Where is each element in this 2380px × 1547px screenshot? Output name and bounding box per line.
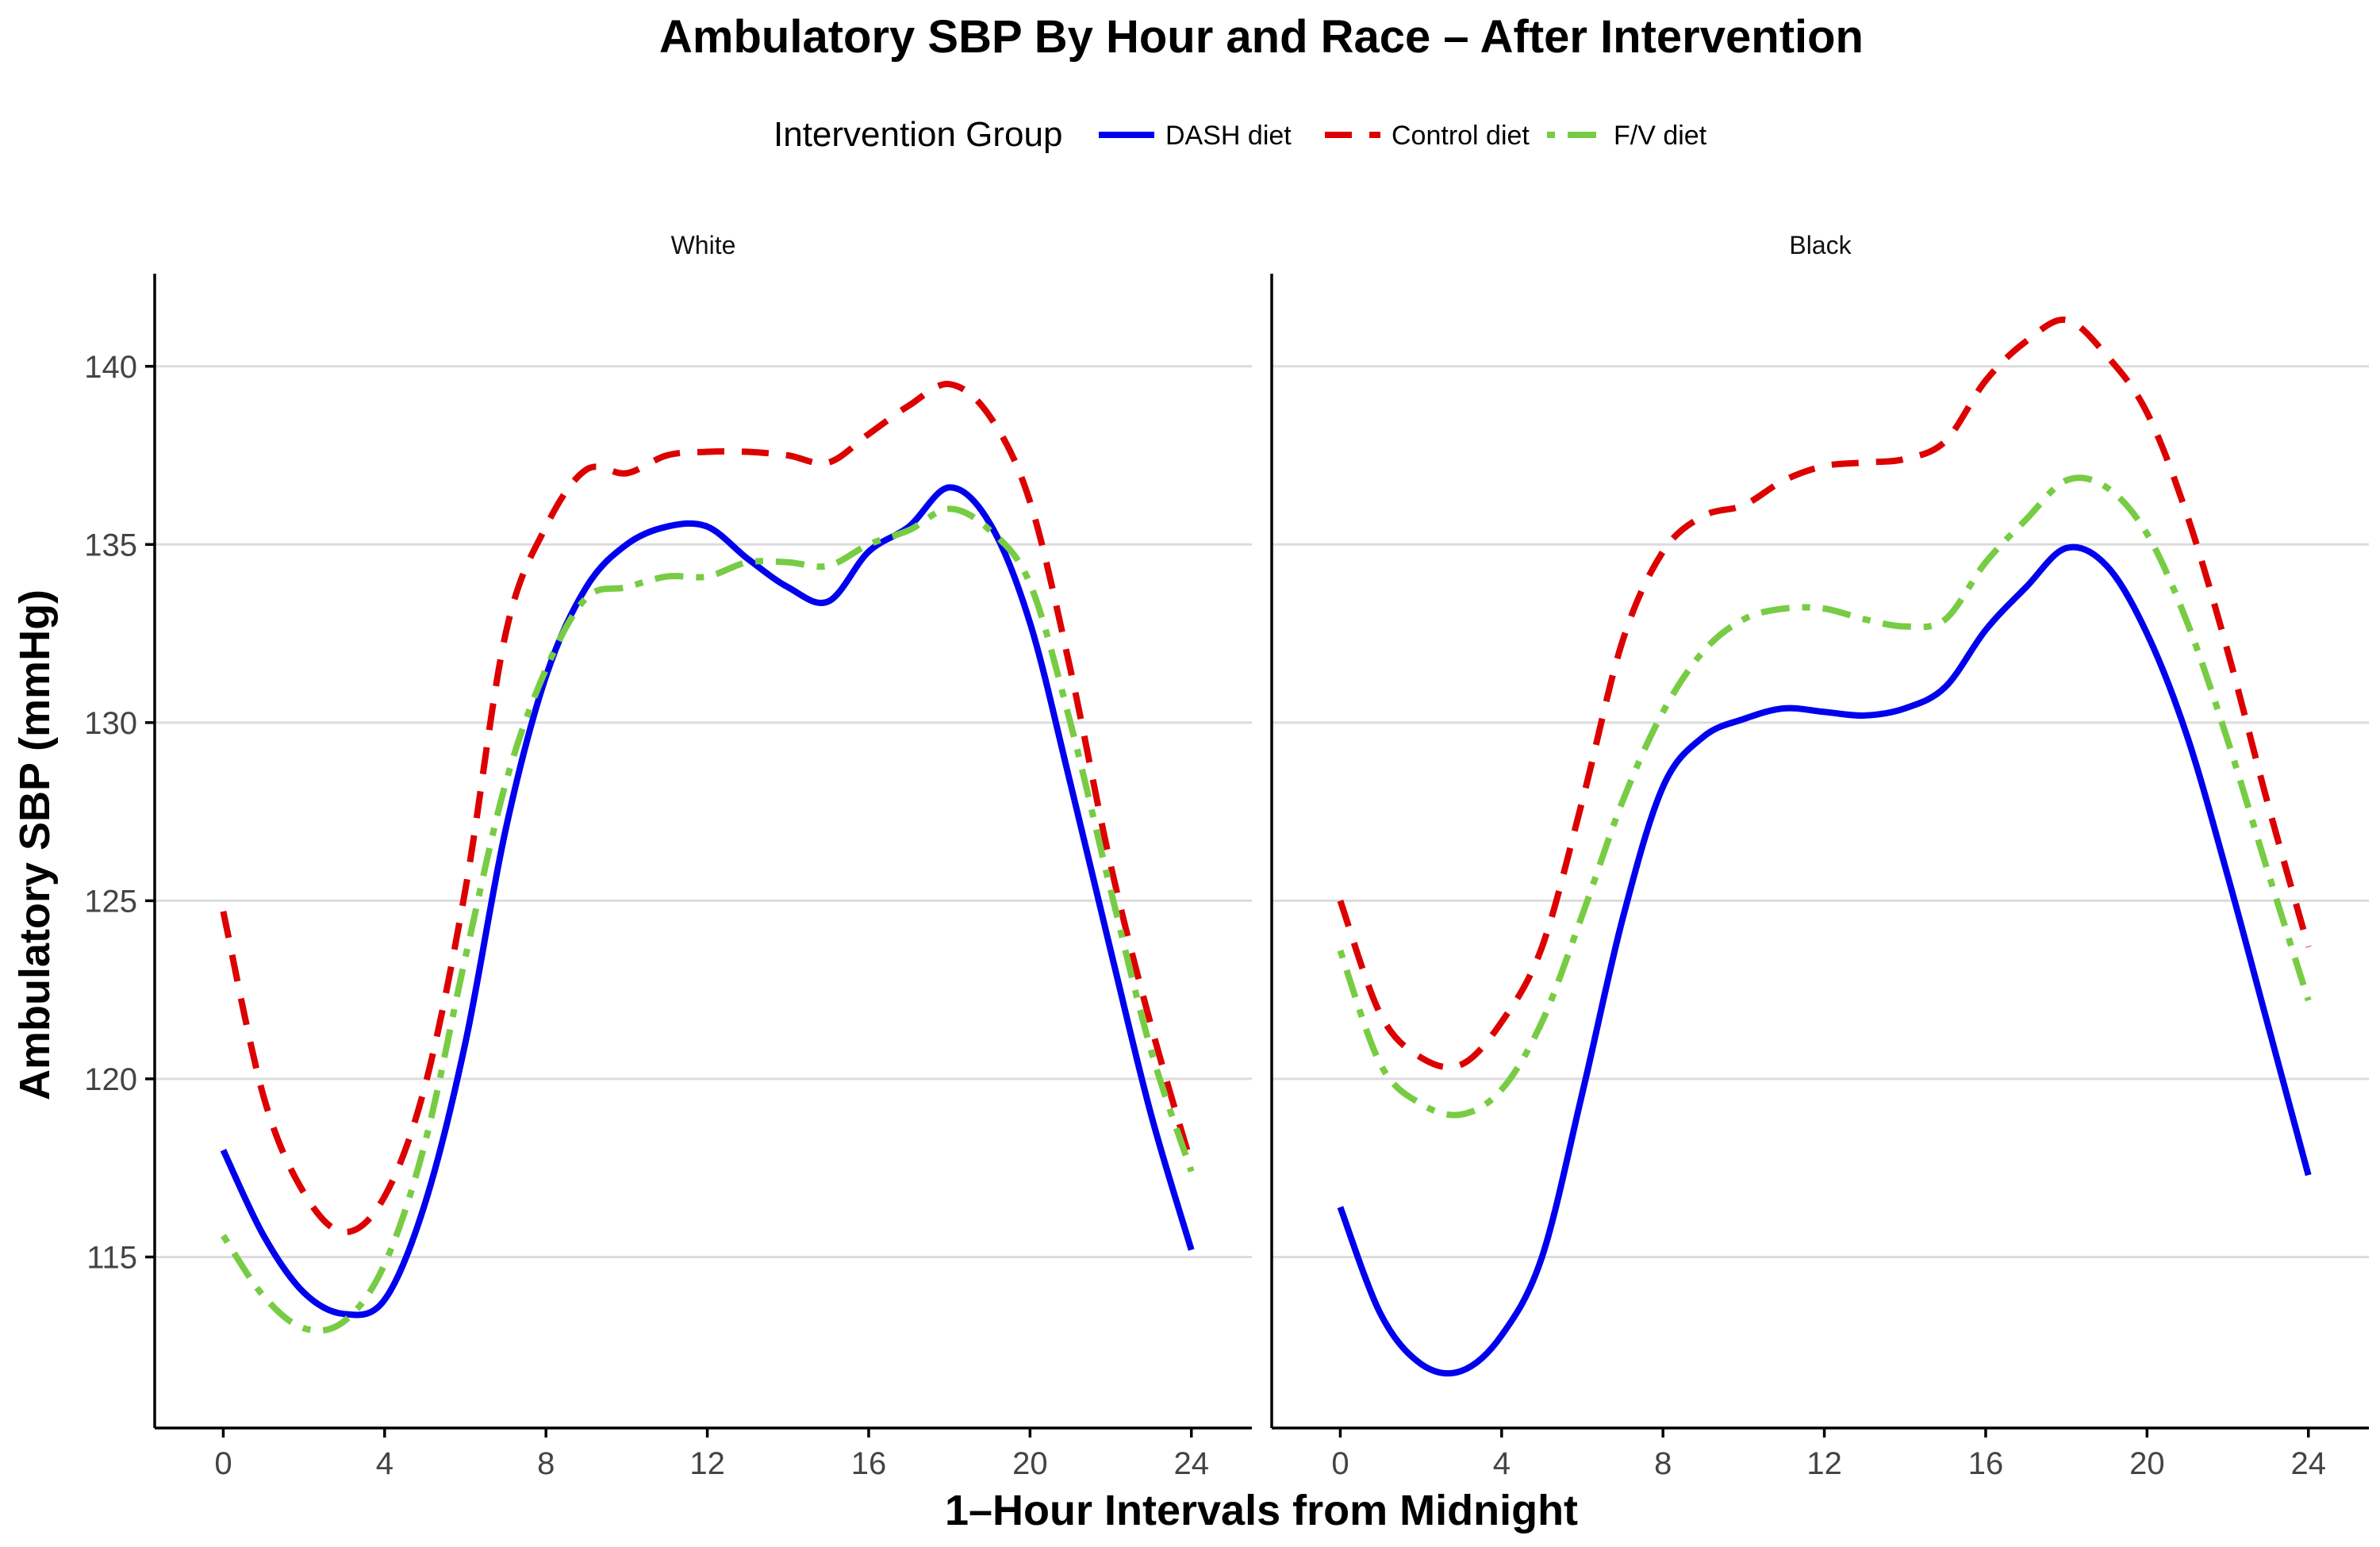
- y-tick-label-1: 120: [84, 1062, 137, 1097]
- x-tick-label-1-2: 8: [1654, 1446, 1672, 1481]
- panel-label-0: White: [671, 231, 736, 259]
- x-tick-label-1-6: 24: [2290, 1446, 2326, 1481]
- x-tick-label-0-6: 24: [1173, 1446, 1209, 1481]
- legend-entry-1: Control diet: [1325, 121, 1530, 151]
- series-line-white-2: [221, 505, 1195, 1334]
- x-tick-label-0-2: 8: [537, 1446, 555, 1481]
- y-tick-label-2: 125: [84, 884, 137, 919]
- legend-title: Intervention Group: [774, 115, 1062, 154]
- series-line-white-0: [220, 484, 1195, 1319]
- x-tick-label-0-4: 16: [851, 1446, 887, 1481]
- x-tick-label-1-1: 4: [1493, 1446, 1511, 1481]
- series-line-white-1: [220, 381, 1195, 1235]
- x-tick-label-1-5: 20: [2129, 1446, 2165, 1481]
- panel-white: White 0 4 8 12 16 20 24 115 120 125 130 135 140: [84, 231, 1252, 1481]
- legend-entries: DASH diet Control diet F/V diet: [1099, 121, 1707, 151]
- legend-label-2: F/V diet: [1614, 121, 1707, 151]
- panel-label-1: Black: [1789, 231, 1852, 259]
- legend-label-1: Control diet: [1392, 121, 1530, 151]
- series-line-black-0: [1337, 543, 2312, 1377]
- x-axis-title: 1–Hour Intervals from Midnight: [945, 1487, 1578, 1534]
- x-tick-label-1-0: 0: [1331, 1446, 1349, 1481]
- y-axis-title: Ambulatory SBP (mmHg): [11, 589, 59, 1100]
- chart-title: Ambulatory SBP By Hour and Race – After …: [659, 11, 1864, 63]
- x-tick-label-0-5: 20: [1012, 1446, 1048, 1481]
- x-tick-label-0-3: 12: [689, 1446, 725, 1481]
- y-tick-label-3: 130: [84, 706, 137, 741]
- legend-entry-0: DASH diet: [1099, 121, 1292, 151]
- x-tick-label-1-3: 12: [1806, 1446, 1842, 1481]
- x-tick-label-0-0: 0: [214, 1446, 232, 1481]
- y-tick-label-5: 140: [84, 350, 137, 385]
- x-tick-label-0-1: 4: [376, 1446, 393, 1481]
- legend: Intervention Group DASH diet Control diet…: [774, 115, 1707, 154]
- legend-label-0: DASH diet: [1165, 121, 1292, 151]
- y-tick-label-0: 115: [86, 1240, 137, 1275]
- panel-black: Black 0 4 8 12 16 20 24: [1270, 231, 2369, 1481]
- y-tick-label-4: 135: [84, 528, 137, 562]
- series-line-black-1: [1337, 317, 2312, 1071]
- legend-entry-2: F/V diet: [1547, 121, 1707, 151]
- series-line-black-2: [1337, 474, 2312, 1119]
- panels: White 0 4 8 12 16 20 24 115 120 125 130 135 140 Black 0…: [84, 231, 2369, 1481]
- x-tick-label-1-4: 16: [1968, 1446, 2004, 1481]
